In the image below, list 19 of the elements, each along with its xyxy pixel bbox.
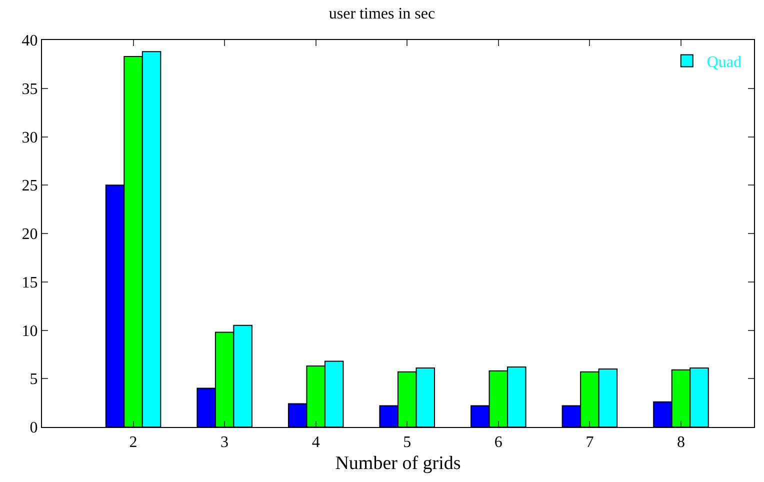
legend-label: Quad — [706, 54, 742, 72]
y-tick-label: 20 — [22, 226, 38, 244]
y-tick-label: 10 — [22, 322, 38, 340]
y-tick-label: 40 — [22, 32, 38, 50]
x-tick-label: 6 — [494, 434, 502, 452]
x-axis-title: Number of grids — [335, 453, 461, 474]
y-tick-label: 35 — [22, 80, 38, 98]
y-tick-label: 15 — [22, 274, 38, 292]
chart-title: user times in sec — [328, 5, 436, 22]
x-tick-label: 8 — [676, 434, 685, 452]
x-tick-label: 2 — [129, 434, 138, 452]
x-tick-label: 3 — [220, 434, 229, 452]
y-tick-label: 5 — [30, 371, 38, 388]
y-tick-label: 30 — [22, 129, 38, 146]
x-tick-label: 5 — [403, 434, 412, 452]
y-tick-label: 25 — [22, 178, 38, 195]
y-tick-label: 0 — [30, 420, 38, 437]
x-tick-label: 4 — [312, 434, 320, 452]
x-tick-label: 7 — [586, 434, 594, 452]
